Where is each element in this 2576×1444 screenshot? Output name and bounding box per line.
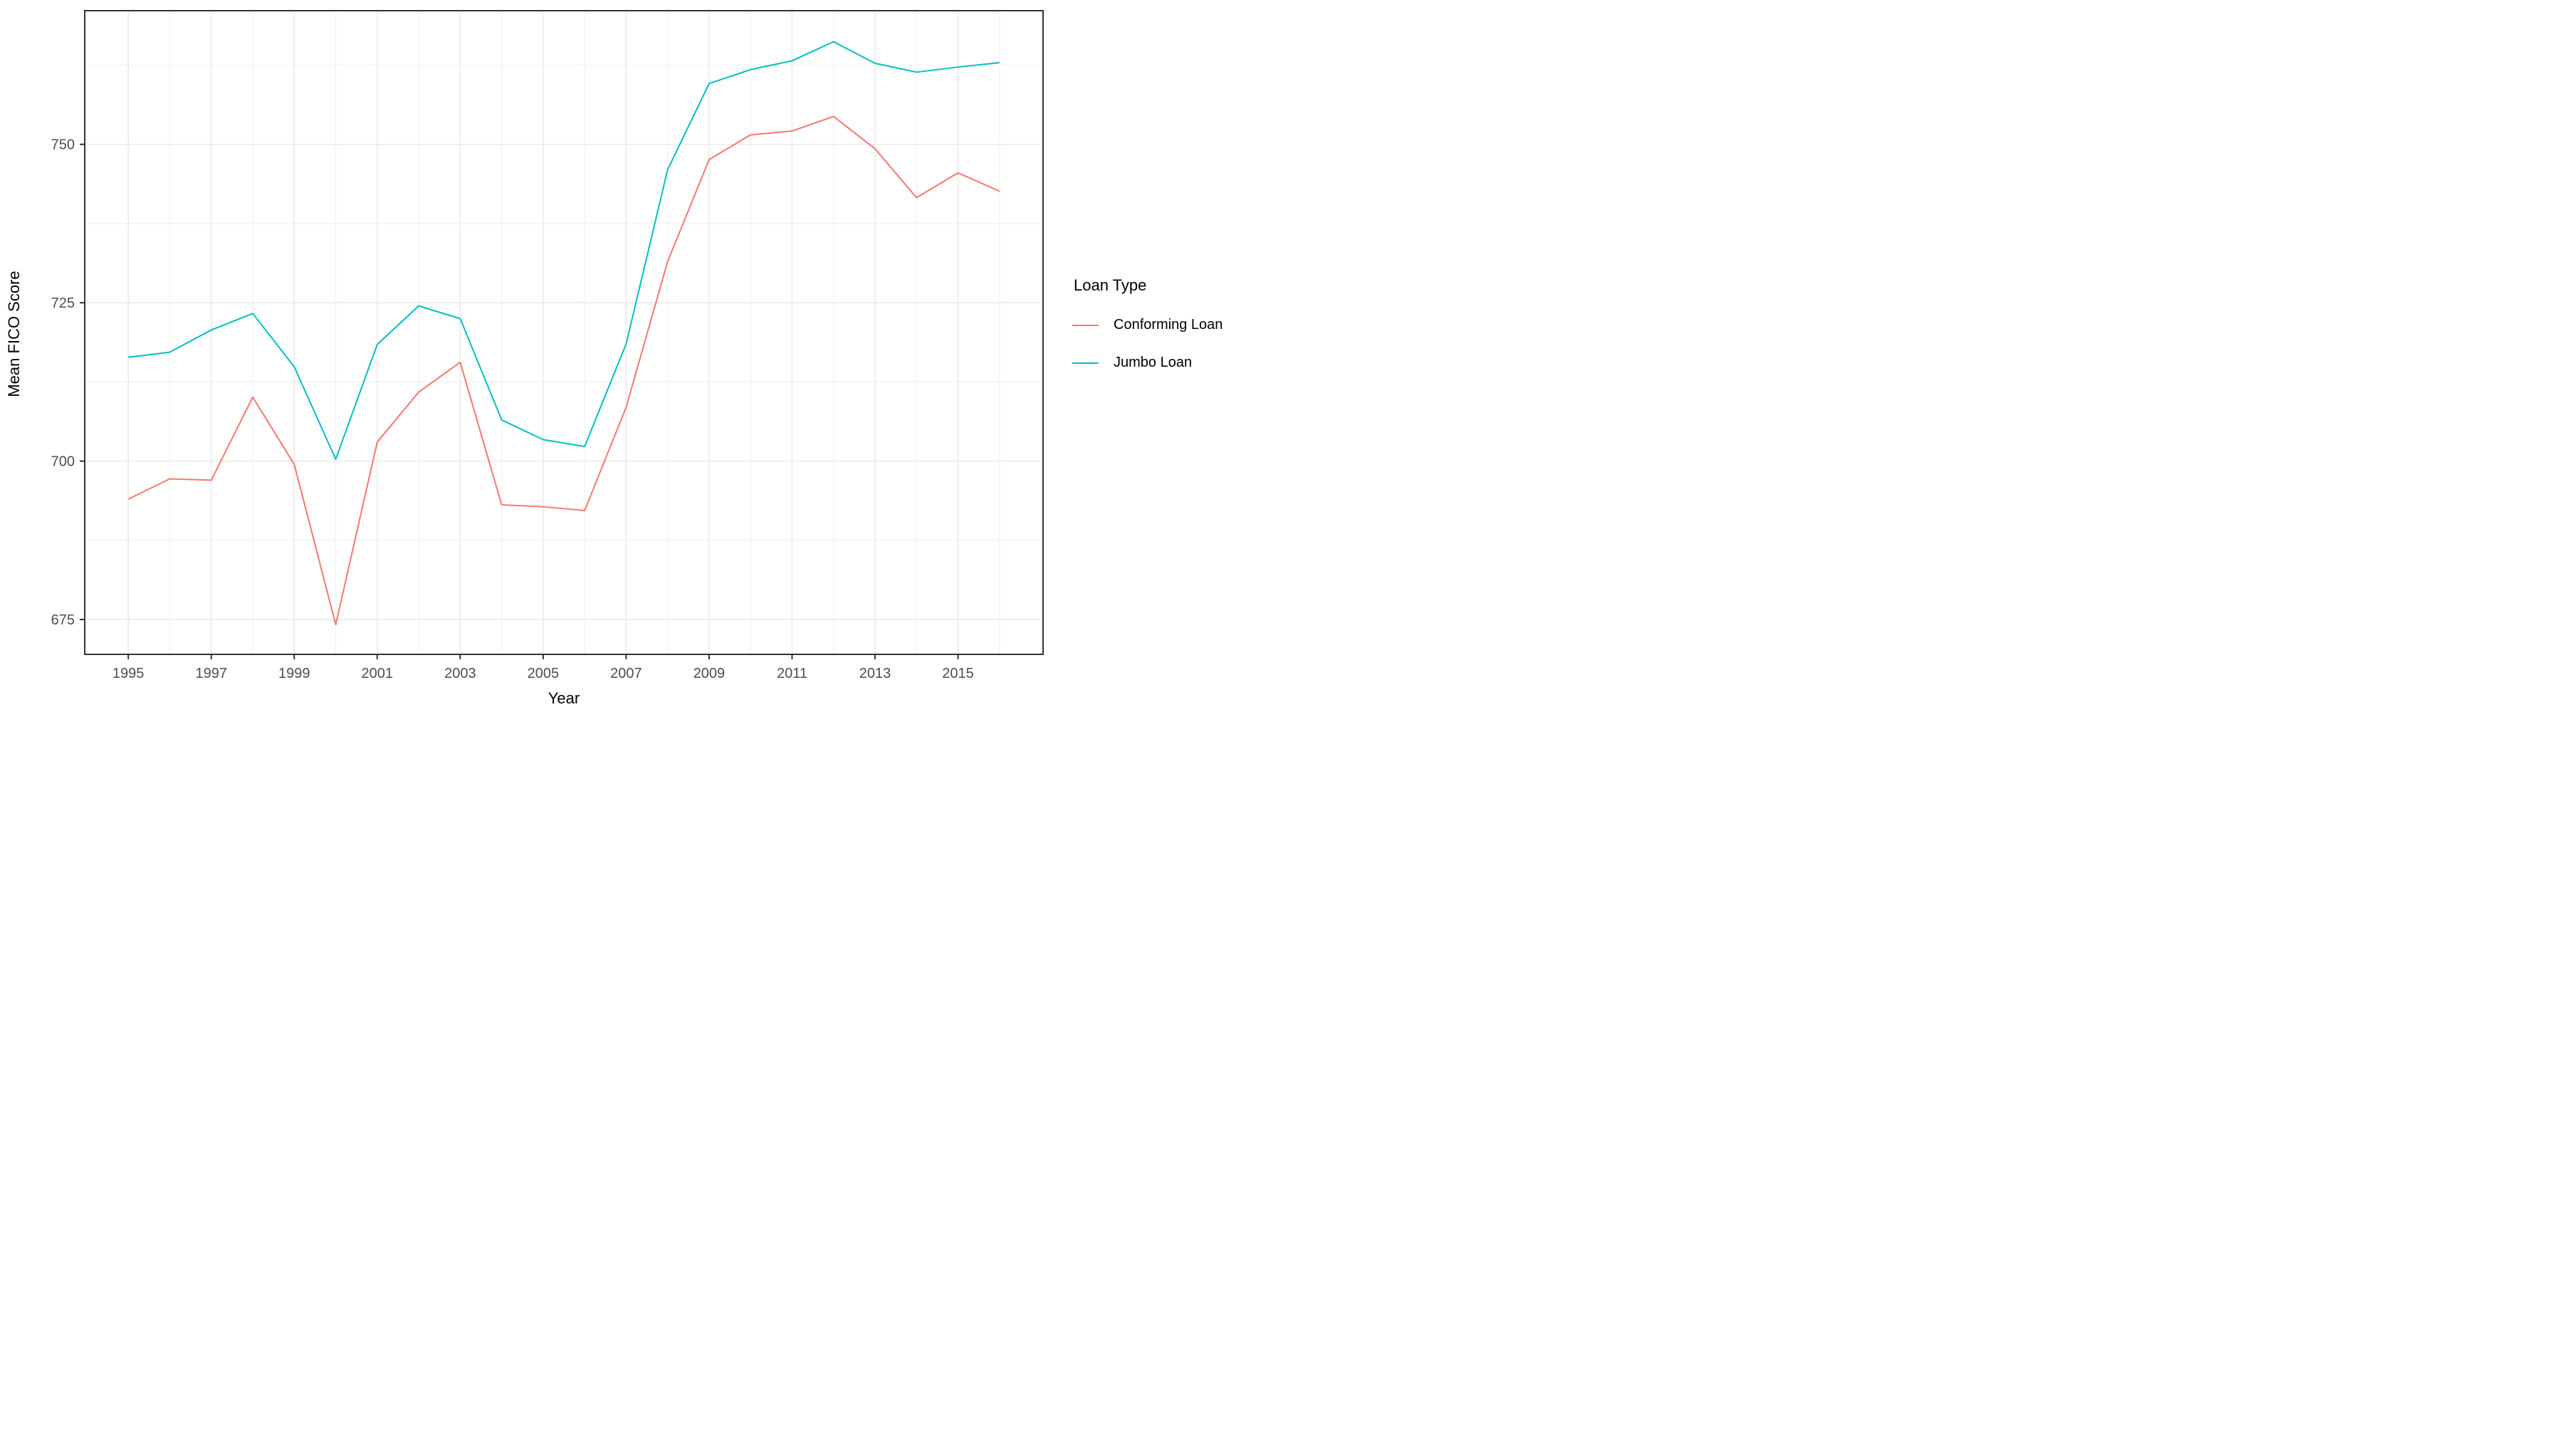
y-tick-label: 725 [51,295,75,311]
y-tick-label: 750 [51,137,75,153]
x-tick-label: 1995 [112,666,145,681]
x-tick-label: 2005 [528,666,560,681]
series-line-conforming-loan [127,115,1000,626]
legend-item-label: Conforming Loan [1114,317,1223,333]
legend: Loan Type Conforming Loan Jumbo Loan [1072,276,1222,382]
y-tick-label: 700 [51,454,75,470]
jumbo-loan-key-icon [1072,356,1099,370]
legend-item-conforming: Conforming Loan [1072,306,1222,344]
panel-border [84,10,1044,655]
legend-item-label: Jumbo Loan [1114,355,1193,370]
x-tick-label: 2011 [777,666,807,681]
x-tick-label: 1999 [278,666,310,681]
line-chart-figure: 1995 1997 1999 2001 2003 2005 2007 2009 2011 2013… [0,0,1288,722]
y-axis-title: Mean FICO Score [5,271,23,397]
x-tick-label: 2015 [942,666,974,681]
y-tick-label: 675 [51,612,75,628]
x-tick-label: 2009 [693,666,726,681]
x-tick-label: 1997 [195,666,227,681]
x-tick-label: 2001 [362,666,394,681]
plot-area: 1995 1997 1999 2001 2003 2005 2007 2009 2011 2013… [51,10,1044,681]
legend-item-jumbo: Jumbo Loan [1072,344,1222,382]
legend-title: Loan Type [1074,276,1147,294]
x-axis-title: Year [548,689,580,707]
panel-background [85,11,1043,654]
x-tick-label: 2013 [859,666,891,681]
conforming-loan-key-icon [1072,318,1099,333]
x-tick-label: 2003 [444,666,476,681]
x-tick-label: 2007 [610,666,642,681]
series-line-jumbo-loan [128,41,1000,460]
